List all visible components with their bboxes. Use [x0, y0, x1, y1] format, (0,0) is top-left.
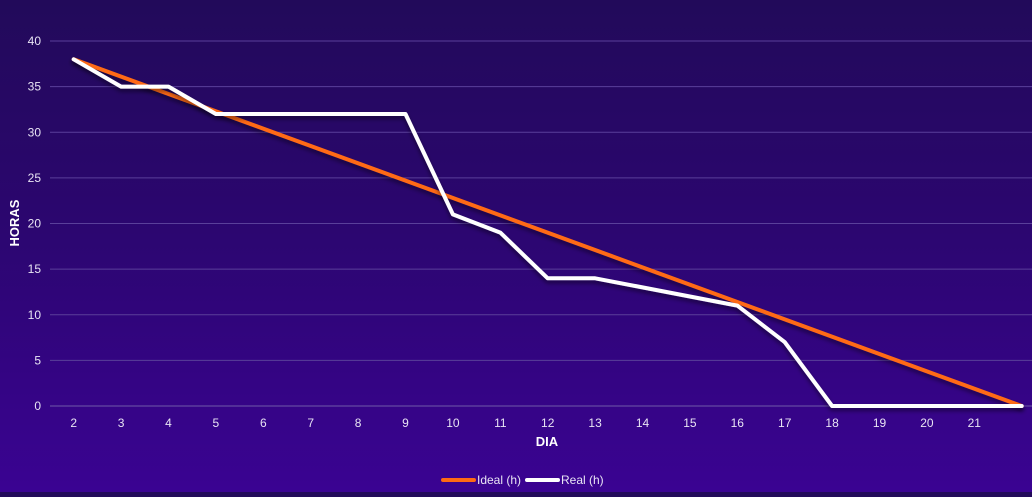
y-tick-label: 40: [28, 34, 42, 48]
legend-label: Ideal (h): [477, 473, 521, 487]
y-tick-label: 5: [34, 353, 41, 367]
x-tick-label: 5: [213, 416, 220, 430]
x-tick-label: 10: [446, 416, 460, 430]
y-axis-title: HORAS: [7, 199, 22, 246]
x-tick-label: 9: [402, 416, 409, 430]
x-tick-label: 13: [588, 416, 602, 430]
x-tick-label: 19: [873, 416, 887, 430]
y-tick-label: 0: [34, 399, 41, 413]
y-axis-ticks: 0 5 10 15 20 25 30 35 40: [28, 34, 42, 413]
y-tick-label: 25: [28, 171, 42, 185]
y-tick-label: 15: [28, 262, 42, 276]
x-tick-label: 8: [355, 416, 362, 430]
x-tick-label: 11: [494, 416, 507, 430]
x-tick-label: 15: [683, 416, 697, 430]
legend: Ideal (h) Real (h): [441, 473, 604, 487]
y-tick-label: 20: [28, 217, 42, 231]
x-tick-label: 18: [825, 416, 839, 430]
series-line-real: [71, 57, 1024, 408]
x-tick-label: 14: [636, 416, 650, 430]
x-tick-label: 2: [70, 416, 77, 430]
x-tick-label: 12: [541, 416, 555, 430]
grid-lines: [50, 40, 1032, 407]
x-tick-label: 17: [778, 416, 792, 430]
x-tick-label: 6: [260, 416, 267, 430]
x-tick-label: 7: [307, 416, 314, 430]
y-tick-label: 30: [28, 125, 42, 139]
legend-label: Real (h): [561, 473, 604, 487]
series-line-ideal: [71, 57, 1024, 408]
x-axis-title: DIA: [536, 434, 559, 449]
x-tick-label: 4: [165, 416, 172, 430]
x-tick-label: 3: [118, 416, 125, 430]
x-tick-label: 20: [920, 416, 934, 430]
series-lines: [71, 57, 1024, 408]
y-tick-label: 10: [28, 308, 42, 322]
x-tick-label: 16: [731, 416, 745, 430]
y-tick-label: 35: [28, 80, 42, 94]
x-axis-ticks: 2 3 4 5 6 7 8 9 10 11 12 13 14 15 16 17 18 19 20 21: [70, 416, 981, 430]
x-tick-label: 21: [968, 416, 982, 430]
